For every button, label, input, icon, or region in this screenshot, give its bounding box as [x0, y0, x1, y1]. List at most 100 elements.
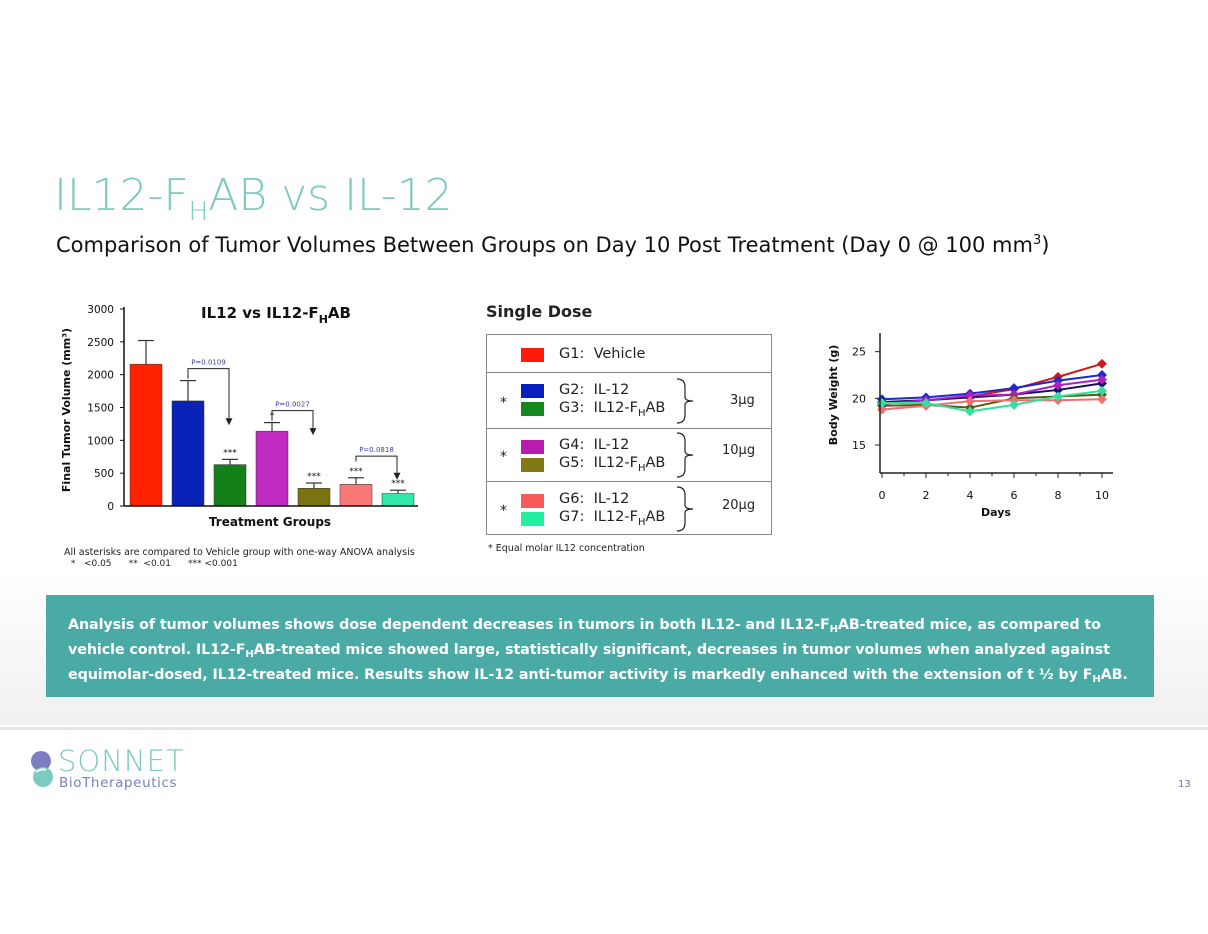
data-point — [1097, 385, 1107, 396]
bar-chart-xlabel: Treatment Groups — [209, 515, 331, 529]
swatch-g7 — [521, 512, 544, 526]
data-point — [965, 396, 975, 407]
body-weight-line-chart: Body Weight (g) Days 15 20 25 0 2 4 6 8 10 — [827, 333, 1113, 519]
legend-row-vehicle: G1: Vehicle — [487, 335, 771, 372]
line-y-tick-label: 15 — [852, 439, 866, 452]
data-point — [1053, 391, 1063, 402]
comparison-p-value: P=0.0818 — [359, 446, 394, 454]
comparison-p-value: P=0.0109 — [191, 359, 226, 367]
legend-row-10ug: * G4: IL-12 G5: IL12-FHAB 10µg — [487, 428, 771, 481]
equal-molar-star: * — [500, 395, 507, 411]
line-y-tick-label: 20 — [852, 392, 866, 405]
line-x-tick-label: 6 — [1011, 489, 1018, 502]
data-point — [1009, 399, 1019, 410]
bar-y-tick-label: 3000 — [87, 304, 114, 316]
line-x-tick-label: 8 — [1055, 489, 1062, 502]
line-chart-xlabel: Days — [981, 506, 1011, 519]
comparison-arrow-icon — [225, 418, 233, 426]
line-x-tick-label: 4 — [967, 489, 974, 502]
significance-marker: *** — [223, 448, 237, 458]
line-x-tick-label: 0 — [879, 489, 886, 502]
data-point — [921, 398, 931, 408]
legend-row-20ug: * G6: IL-12 G7: IL12-FHAB 20µg — [487, 481, 771, 535]
line-x-tick-label: 2 — [923, 489, 930, 502]
bar-G3 — [213, 464, 247, 507]
equal-molar-star: * — [500, 449, 507, 465]
bar-y-tick-label: 2500 — [87, 337, 114, 349]
data-point — [1097, 358, 1107, 369]
data-point — [1097, 394, 1107, 405]
bar-y-tick-label: 1000 — [87, 435, 114, 447]
summary-callout: Analysis of tumor volumes shows dose dep… — [46, 595, 1154, 697]
sonnet-logo: SONNET BioTherapeutics — [28, 744, 198, 793]
bar-y-tick-label: 500 — [94, 468, 114, 480]
legend-label-g5: G5: IL12-FHAB — [559, 455, 666, 474]
bar-G7 — [381, 493, 415, 507]
brace-icon — [676, 486, 694, 532]
comparison-bracket — [271, 410, 314, 430]
summary-line-3: equimolar-dosed, IL12-treated mice. Resu… — [68, 667, 1128, 685]
series-line — [881, 374, 1103, 401]
subtitle-text: Comparison of Tumor Volumes Between Grou… — [56, 233, 1033, 257]
subtitle-end: ) — [1041, 233, 1050, 257]
line-y-tick-label: 25 — [852, 346, 866, 359]
significance-legend: * <0.05 ** <0.01 *** <0.001 — [68, 559, 238, 569]
legend-title: Single Dose — [486, 302, 593, 321]
bar-chart-title: IL12 vs IL12-FHAB — [201, 304, 351, 326]
bar-y-tick-label: 0 — [107, 501, 114, 513]
slide-subtitle: Comparison of Tumor Volumes Between Grou… — [56, 233, 1049, 257]
page-number: 13 — [1178, 779, 1191, 790]
tumor-volume-bar-chart: IL12 vs IL12-FHAB Final Tumor Volume (mm… — [60, 304, 418, 529]
swatch-g3 — [521, 402, 544, 416]
bar-G2 — [171, 400, 205, 507]
data-point — [1053, 380, 1063, 391]
comparison-p-value: P=0.0027 — [275, 401, 310, 409]
data-point — [965, 390, 975, 401]
swatch-g2 — [521, 384, 544, 398]
title-text-pre: IL12-F — [54, 170, 189, 221]
significance-marker: *** — [349, 467, 363, 477]
legend-label-g4: G4: IL-12 — [559, 437, 630, 453]
logo-tagline: BioTherapeutics — [59, 775, 178, 791]
logo-mark-icon — [31, 751, 53, 787]
swatch-g1 — [521, 348, 544, 362]
bar-chart-ylabel: Final Tumor Volume (mm³) — [60, 328, 73, 492]
comparison-bracket — [355, 455, 398, 474]
equal-molar-footnote: * Equal molar IL12 concentration — [488, 543, 645, 554]
legend-label-g2: G2: IL-12 — [559, 382, 630, 398]
bar-G5 — [297, 488, 331, 507]
significance-marker: *** — [307, 472, 321, 482]
legend-row-3ug: * G2: IL-12 G3: IL12-FHAB 3µg — [487, 372, 771, 428]
significance-marker: *** — [391, 479, 405, 489]
bar-y-tick-label: 1500 — [87, 403, 114, 415]
comparison-arrow-icon — [309, 428, 317, 436]
legend-label-g1: G1: Vehicle — [559, 346, 646, 362]
dose-3ug: 3µg — [730, 393, 755, 408]
line-x-tick-label: 10 — [1095, 489, 1109, 502]
dose-20ug: 20µg — [722, 498, 756, 513]
title-text-post: AB vs IL-12 — [208, 170, 453, 221]
equal-molar-star: * — [500, 503, 507, 519]
dose-10ug: 10µg — [722, 443, 756, 458]
comparison-bracket — [187, 368, 230, 420]
slide-title: IL12-FHAB vs IL-12 — [54, 170, 453, 227]
bar-y-tick-label: 2000 — [87, 370, 114, 382]
legend-label-g7: G7: IL12-FHAB — [559, 509, 666, 528]
series-line — [881, 398, 1103, 411]
swatch-g4 — [521, 440, 544, 454]
summary-line-2: vehicle control. IL12-FHAB-treated mice … — [68, 642, 1110, 660]
brace-icon — [676, 378, 694, 424]
subtitle-superscript: 3 — [1032, 233, 1042, 248]
comparison-arrow-icon — [393, 472, 401, 480]
bar-G4 — [255, 430, 289, 507]
swatch-g5 — [521, 458, 544, 472]
anova-footnote: All asterisks are compared to Vehicle gr… — [64, 547, 415, 558]
swatch-g6 — [521, 494, 544, 508]
bar-G6 — [339, 484, 373, 507]
bar-G1 — [129, 363, 163, 507]
data-point — [1009, 383, 1019, 394]
group-legend-table: G1: Vehicle * G2: IL-12 G3: IL12-FHAB 3µ… — [486, 334, 772, 535]
line-chart-ylabel: Body Weight (g) — [827, 345, 840, 446]
footer-divider — [0, 727, 1208, 730]
logo-wordmark: SONNET — [58, 744, 185, 778]
